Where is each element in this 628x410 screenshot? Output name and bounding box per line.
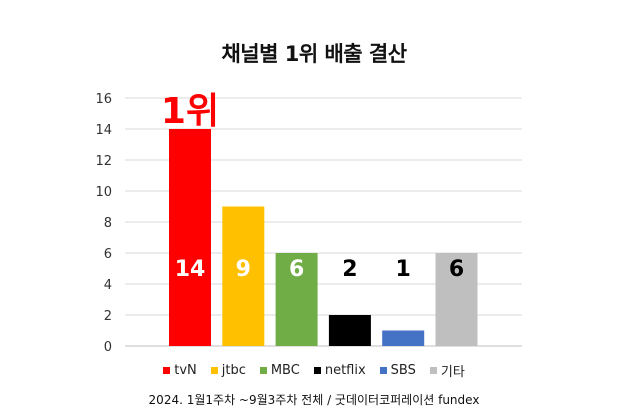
- bar: [328, 315, 371, 346]
- annotation-label: 1위: [161, 91, 219, 132]
- bar: [169, 129, 211, 346]
- legend-swatch: [210, 367, 218, 374]
- bar: [382, 330, 425, 346]
- legend-item: MBC: [259, 361, 300, 380]
- legend-label: MBC: [270, 363, 300, 378]
- legend-item: 기타: [429, 361, 465, 380]
- chart-title: 채널별 1위 배출 결산: [221, 42, 407, 66]
- y-tick-label: 14: [95, 123, 112, 138]
- bar: [275, 253, 318, 346]
- legend-swatch: [163, 367, 171, 374]
- data-label: 6: [449, 257, 464, 282]
- y-tick-label: 6: [104, 247, 112, 262]
- legend-label: jtbc: [221, 363, 246, 378]
- legend-label: tvN: [174, 363, 197, 378]
- chart-legend: tvN jtbc MBC netflix SBS 기타: [0, 361, 628, 380]
- data-label: 14: [175, 257, 206, 282]
- legend-label: SBS: [390, 363, 416, 378]
- legend-item: netflix: [313, 361, 366, 380]
- legend-item: jtbc: [210, 361, 246, 380]
- y-tick-label: 0: [104, 340, 112, 355]
- y-tick-label: 16: [95, 92, 112, 107]
- legend-item: tvN: [163, 361, 197, 380]
- data-label: 9: [236, 257, 251, 282]
- legend-swatch: [313, 367, 321, 374]
- data-label: 1: [396, 257, 411, 282]
- bar: [222, 206, 265, 346]
- data-label: 6: [289, 257, 304, 282]
- data-label: 2: [342, 257, 357, 282]
- legend-label: 기타: [440, 365, 465, 380]
- y-tick-label: 8: [104, 216, 112, 231]
- chart-source-note: 2024. 1월1주차 ~9월3주차 전체 / 굿데이터코퍼레이션 fundex: [148, 393, 480, 407]
- legend-item: SBS: [379, 361, 416, 380]
- y-tick-label: 12: [95, 154, 112, 169]
- legend-swatch: [379, 367, 387, 374]
- bar: [435, 253, 478, 346]
- y-tick-label: 4: [104, 278, 112, 293]
- legend-swatch: [429, 367, 437, 374]
- y-tick-label: 10: [95, 185, 112, 200]
- y-tick-label: 2: [104, 309, 112, 324]
- legend-swatch: [259, 367, 267, 374]
- legend-label: netflix: [324, 363, 366, 378]
